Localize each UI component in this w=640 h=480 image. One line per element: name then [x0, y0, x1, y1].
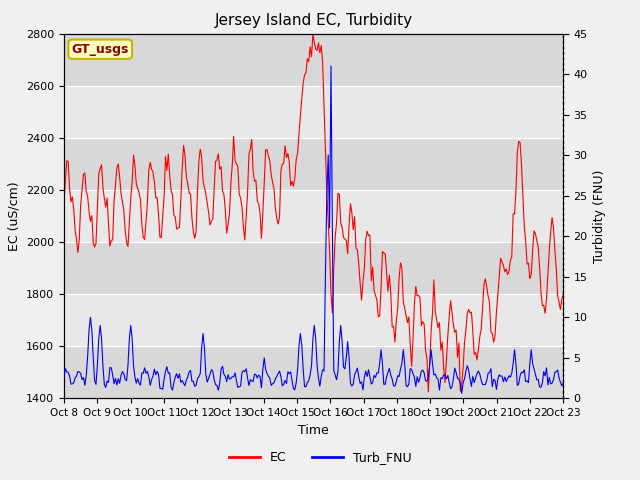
- Y-axis label: EC (uS/cm): EC (uS/cm): [8, 181, 20, 251]
- Text: GT_usgs: GT_usgs: [72, 43, 129, 56]
- X-axis label: Time: Time: [298, 424, 329, 437]
- Bar: [64, 138, 563, 190]
- Y-axis label: Turbidity (FNU): Turbidity (FNU): [593, 169, 606, 263]
- Bar: [64, 346, 563, 398]
- Legend: EC, Turb_FNU: EC, Turb_FNU: [223, 446, 417, 469]
- Title: Jersey Island EC, Turbidity: Jersey Island EC, Turbidity: [214, 13, 413, 28]
- Bar: [64, 34, 563, 86]
- Bar: [64, 242, 563, 294]
